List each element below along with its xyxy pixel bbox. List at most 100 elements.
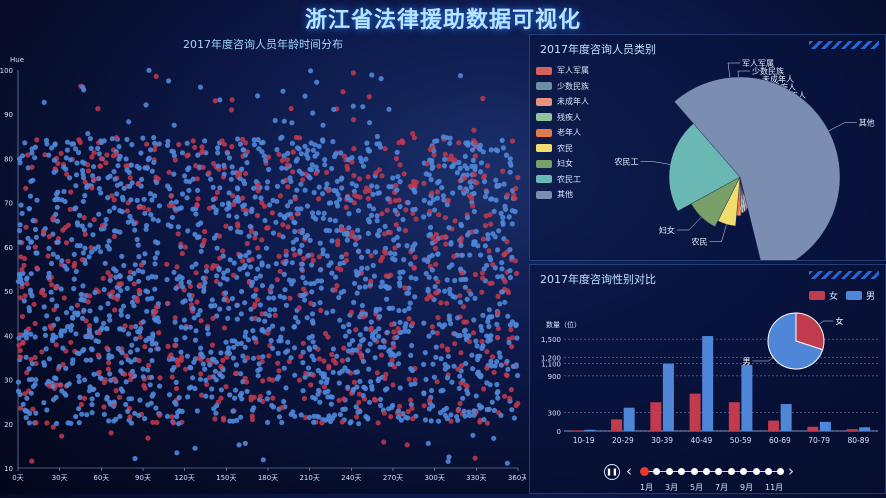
scatter-point [502,203,508,209]
scatter-point [87,308,93,314]
category-legend-item[interactable]: 农民工 [536,172,589,188]
timeline-dot[interactable] [765,468,772,475]
scatter-point [32,155,38,161]
y-tick-label: 20 [4,421,13,429]
scatter-point [291,324,297,330]
scatter-point [497,301,503,307]
category-legend-item[interactable]: 残疾人 [536,110,589,126]
category-legend-item[interactable]: 少数民族 [536,79,589,95]
scatter-point [469,352,475,358]
timeline-dot[interactable] [703,468,710,475]
female-swatch [808,291,825,300]
timeline-dot[interactable] [678,468,686,475]
scatter-point [125,408,131,414]
gender-y-tick: 900 [548,373,561,381]
scatter-point [343,333,349,339]
scatter-point [334,283,340,289]
page-title: 浙江省法律援助数据可视化 [304,8,581,33]
scatter-point [87,136,93,142]
scatter-point [188,302,195,308]
category-legend-item[interactable]: 军人军属 [536,63,589,79]
timeline-dot[interactable] [740,468,748,475]
scatter-point [269,283,275,290]
scatter-point [255,188,261,194]
scatter-point [73,172,80,178]
scatter-point [392,251,398,257]
scatter-point [182,298,188,304]
scatter-point [425,288,431,294]
scatter-point [274,376,280,382]
chevron-left-icon[interactable]: ‹ [626,462,632,480]
scatter-point [240,136,246,142]
scatter-point [375,420,381,426]
scatter-point [199,144,205,150]
scatter-point [109,136,115,142]
scatter-point [269,210,275,216]
scatter-point [276,253,282,259]
scatter-point [312,344,318,350]
category-legend-item[interactable]: 其他 [536,187,589,203]
scatter-point [208,176,214,182]
scatter-point [315,210,322,216]
category-legend-item[interactable]: 妇女 [536,156,589,172]
scatter-point [433,354,439,360]
timeline-dot[interactable] [777,468,785,475]
scatter-point [362,189,368,195]
scatter-point [336,397,342,403]
scatter-point [427,200,433,206]
timeline-dot[interactable] [640,467,649,476]
pause-icon[interactable]: ❚❚ [604,464,620,480]
category-legend-item[interactable]: 农民 [536,141,589,157]
scatter-point [234,417,240,423]
timeline-dot[interactable] [715,468,723,475]
scatter-point [210,196,216,203]
scatter-point [132,410,138,416]
timeline-dot[interactable] [752,468,760,475]
scatter-point [151,135,157,141]
scatter-point [121,303,127,309]
scatter-point [155,346,161,352]
scatter-point [351,379,357,385]
legend-male[interactable]: 男 [845,289,875,302]
timeline-dot[interactable] [665,468,673,475]
scatter-point [497,354,503,360]
scatter-point [397,204,403,210]
scatter-point [247,223,253,230]
gender-legend[interactable]: 女 男 [808,289,875,302]
scatter-point [509,208,515,214]
scatter-point [58,150,64,156]
chevron-right-icon[interactable]: › [788,462,794,480]
scatter-point [118,281,124,287]
scatter-point [155,218,161,224]
gender-y-tick: 0 [557,428,561,436]
scatter-point [164,277,170,283]
scatter-point [212,302,218,309]
scatter-point [356,399,362,405]
scatter-point [489,399,495,405]
scatter-point [493,177,499,183]
scatter-point [44,313,50,319]
scatter-point [157,383,163,389]
scatter-point [257,273,263,279]
scatter-point [176,141,182,148]
timeline-dot[interactable] [690,468,698,475]
timeline-dot[interactable] [727,468,735,475]
category-legend-item[interactable]: 老年人 [536,125,589,141]
scatter-point [77,243,83,249]
legend-female[interactable]: 女 [808,289,838,302]
scatter-point [395,361,402,367]
timeline-dot[interactable] [653,468,661,475]
scatter-point [485,232,491,238]
gender-pie-slice [767,312,824,370]
category-legend-item[interactable]: 未成年人 [536,94,589,110]
scatter-point [168,223,174,229]
scatter-point [154,250,160,256]
scatter-point [251,185,257,191]
scatter-point [289,120,295,126]
scatter-point [302,187,308,193]
scatter-point [251,335,257,341]
scatter-point [51,157,58,163]
scatter-point [140,319,146,325]
scatter-point [438,300,444,306]
scatter-point [318,278,325,284]
